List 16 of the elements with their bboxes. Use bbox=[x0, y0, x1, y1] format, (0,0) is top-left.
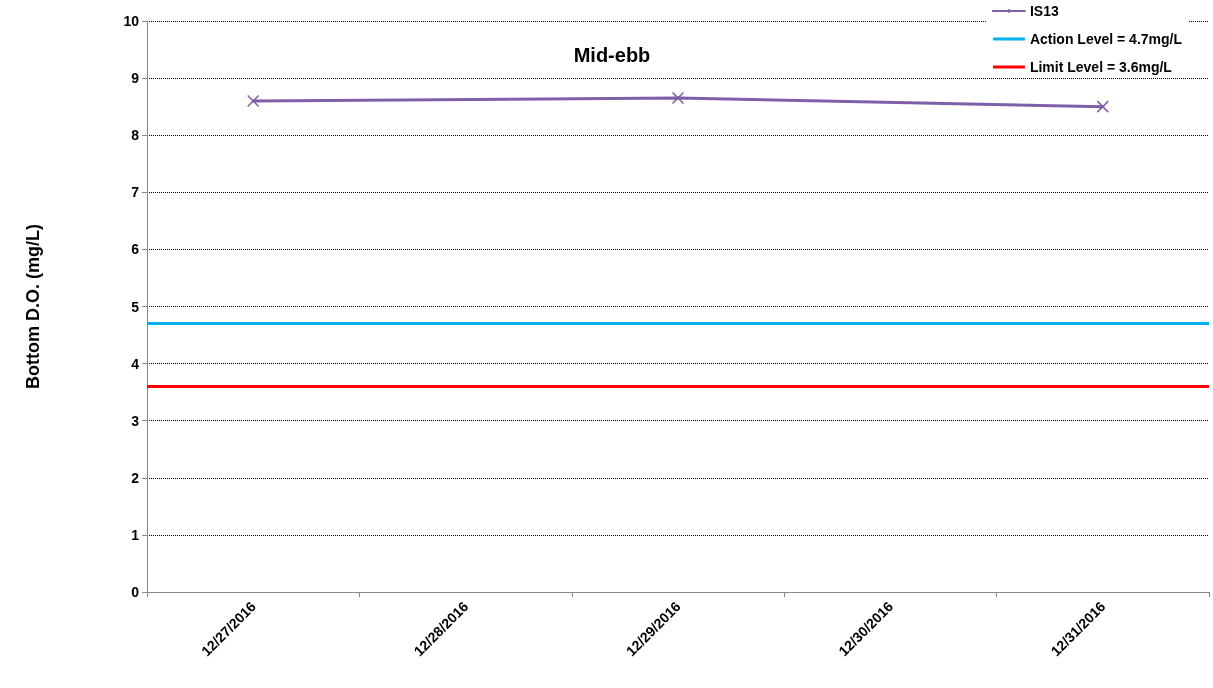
y-tick-label: 0 bbox=[131, 584, 140, 600]
y-tick-label: 5 bbox=[131, 298, 140, 315]
legend-label: IS13 bbox=[1029, 3, 1059, 19]
y-tick-label: 7 bbox=[131, 184, 140, 201]
y-tick-label: 4 bbox=[131, 355, 140, 372]
legend-label: Action Level = 4.7mg/L bbox=[1029, 31, 1183, 47]
y-tick-label: 1 bbox=[131, 526, 140, 543]
text: Mid-ebb bbox=[573, 44, 651, 66]
y-tick-label: 8 bbox=[131, 127, 140, 144]
y-tick-label: 10 bbox=[123, 13, 140, 29]
y-tick-label: 2 bbox=[131, 469, 140, 486]
legend-label: Limit Level = 3.6mg/L bbox=[1029, 59, 1173, 75]
y-tick-label: 6 bbox=[131, 241, 140, 258]
y-tick-label: 9 bbox=[131, 70, 140, 87]
y-axis-title: Bottom D.O. (mg/L) bbox=[23, 224, 43, 389]
y-tick-label: 3 bbox=[131, 412, 140, 429]
